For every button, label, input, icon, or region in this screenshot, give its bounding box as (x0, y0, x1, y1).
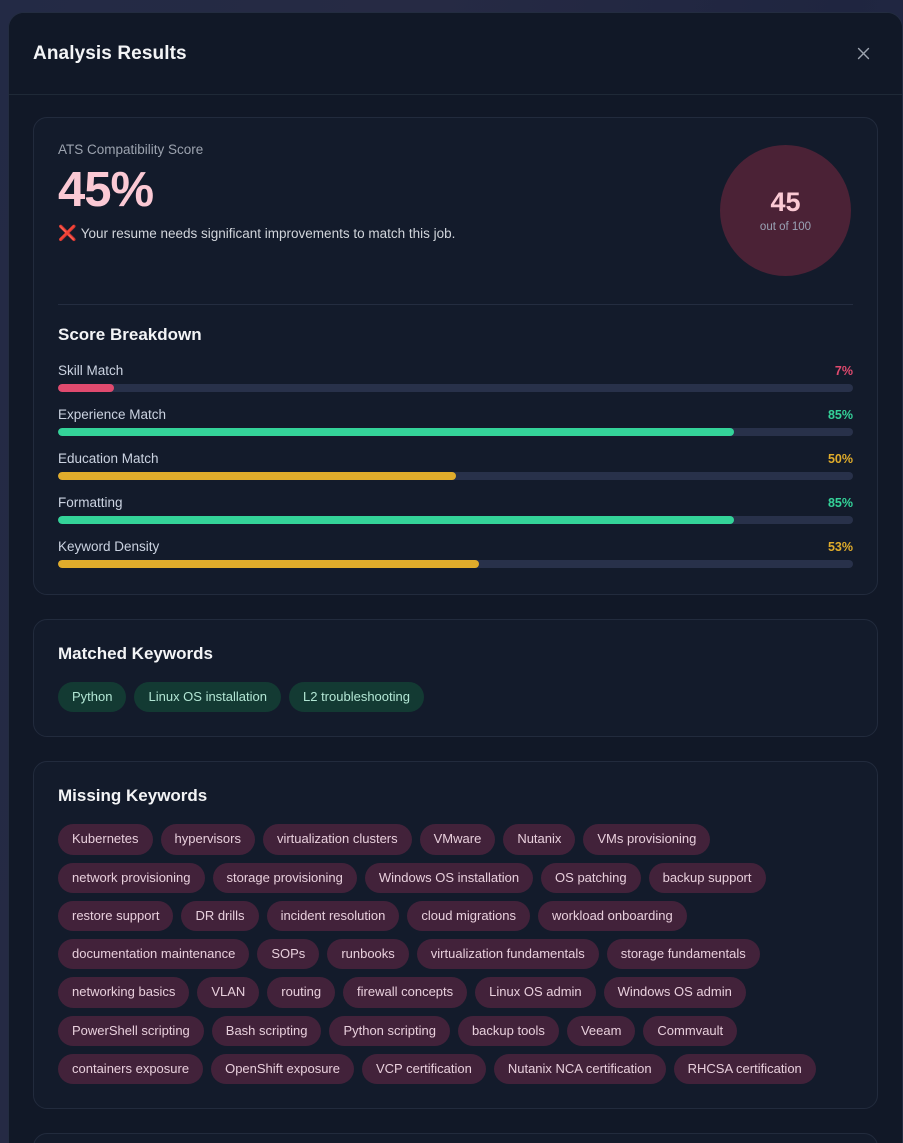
missing-keyword-chip[interactable]: incident resolution (266, 900, 400, 931)
breakdown-row-header: Formatting 85% (58, 495, 853, 510)
missing-keyword-chip[interactable]: Windows OS admin (603, 977, 746, 1008)
missing-keyword-chip[interactable]: hypervisors (160, 824, 255, 855)
breakdown-progress-fill (58, 516, 734, 524)
breakdown-progress-fill (58, 472, 456, 480)
breakdown-progress-fill (58, 428, 734, 436)
missing-keyword-chip[interactable]: runbooks (327, 939, 409, 970)
score-percent: 45% (58, 163, 154, 217)
score-circle-value: 45 (770, 186, 801, 217)
missing-keyword-chip[interactable]: VMs provisioning (583, 824, 711, 855)
missing-keyword-chip[interactable]: OS patching (541, 862, 641, 893)
ai-suggestions-card: AI-Powered Suggestions (33, 1133, 878, 1143)
missing-keyword-chip[interactable]: virtualization clusters (262, 824, 412, 855)
missing-keyword-chip[interactable]: Kubernetes (58, 824, 153, 855)
matched-keywords-list: Python Linux OS installation L2 troublesho… (58, 682, 853, 713)
breakdown-label: Skill Match (58, 363, 124, 378)
breakdown-row-header: Experience Match 85% (58, 407, 853, 422)
missing-keyword-chip[interactable]: backup support (648, 862, 766, 893)
missing-keyword-chip[interactable]: DR drills (181, 900, 259, 931)
missing-keyword-chip[interactable]: Linux OS admin (475, 977, 596, 1008)
missing-keyword-chip[interactable]: Nutanix NCA certification (493, 1053, 666, 1084)
breakdown-row: Skill Match 7% (58, 363, 853, 392)
breakdown-row-header: Skill Match 7% (58, 363, 853, 378)
close-icon[interactable] (848, 39, 878, 69)
matched-keyword-chip[interactable]: Python (58, 682, 127, 713)
missing-keyword-chip[interactable]: Bash scripting (211, 1015, 322, 1046)
missing-keyword-chip[interactable]: documentation maintenance (58, 939, 250, 970)
breakdown-value: 53% (827, 540, 853, 554)
breakdown-value: 85% (827, 496, 853, 510)
breakdown-row-header: Keyword Density 53% (58, 539, 853, 554)
breakdown-row-header: Education Match 50% (58, 451, 853, 466)
missing-keyword-chip[interactable]: Commvault (643, 1015, 738, 1046)
missing-keyword-chip[interactable]: Python scripting (329, 1015, 450, 1046)
score-circle: 45 out of 100 (720, 145, 851, 276)
missing-keyword-chip[interactable]: Nutanix (503, 824, 576, 855)
missing-keyword-chip[interactable]: PowerShell scripting (58, 1015, 204, 1046)
missing-keyword-chip[interactable]: cloud migrations (407, 900, 531, 931)
modal-title: Analysis Results (33, 42, 187, 64)
breakdown-label: Experience Match (58, 407, 167, 422)
missing-keyword-chip[interactable]: Veeam (566, 1015, 636, 1046)
missing-keyword-chip[interactable]: Windows OS installation (364, 862, 534, 893)
score-circle-caption: out of 100 (759, 220, 812, 233)
breakdown-label: Education Match (58, 451, 159, 466)
breakdown-label: Formatting (58, 495, 123, 510)
missing-keyword-chip[interactable]: RHCSA certification (673, 1053, 816, 1084)
missing-keyword-chip[interactable]: VLAN (197, 977, 260, 1008)
breakdown-progress-track (58, 560, 853, 568)
score-label: ATS Compatibility Score (58, 142, 204, 157)
missing-keyword-chip[interactable]: virtualization fundamentals (416, 939, 599, 970)
missing-keyword-chip[interactable]: SOPs (257, 939, 320, 970)
breakdown-progress-track (58, 384, 853, 392)
breakdown-progress-track (58, 428, 853, 436)
breakdown-value: 7% (834, 364, 853, 378)
breakdown-progress-fill (58, 384, 114, 392)
breakdown-title: Score Breakdown (58, 325, 202, 344)
modal-header: Analysis Results (9, 13, 902, 95)
score-card: ATS Compatibility Score 45% ❌ Your resum… (33, 117, 878, 595)
breakdown-label: Keyword Density (58, 539, 160, 554)
missing-keyword-chip[interactable]: network provisioning (58, 862, 205, 893)
missing-keyword-chip[interactable]: VMware (419, 824, 496, 855)
missing-keyword-chip[interactable]: VCP certification (361, 1053, 486, 1084)
score-message: Your resume needs significant improvemen… (80, 225, 456, 241)
missing-keyword-chip[interactable]: containers exposure (58, 1053, 204, 1084)
score-summary: ATS Compatibility Score 45% ❌ Your resum… (58, 142, 455, 241)
breakdown-progress-track (58, 516, 853, 524)
score-message-row: ❌ Your resume needs significant improvem… (58, 226, 455, 241)
breakdown-value: 50% (827, 452, 853, 466)
score-hero: ATS Compatibility Score 45% ❌ Your resum… (58, 142, 853, 280)
analysis-results-modal: Analysis Results ATS Compatibility Score… (8, 12, 903, 1143)
section-divider (58, 304, 853, 305)
matched-keywords-card: Matched Keywords Python Linux OS installa… (33, 619, 878, 738)
matched-keyword-chip[interactable]: Linux OS installation (134, 682, 281, 713)
missing-keywords-list: Kubernetes hypervisors virtualization clus… (58, 824, 853, 1084)
breakdown-row: Education Match 50% (58, 451, 853, 480)
breakdown-value: 85% (827, 408, 853, 422)
missing-keyword-chip[interactable]: networking basics (58, 977, 190, 1008)
breakdown-list: Skill Match 7% Experience Match 85% Educatio… (58, 363, 853, 568)
matched-keyword-chip[interactable]: L2 troubleshooting (289, 682, 424, 713)
cross-mark-icon: ❌ (58, 224, 77, 242)
breakdown-row: Experience Match 85% (58, 407, 853, 436)
missing-keyword-chip[interactable]: workload onboarding (538, 900, 687, 931)
missing-keyword-chip[interactable]: backup tools (457, 1015, 559, 1046)
matched-keywords-title: Matched Keywords (58, 644, 213, 663)
breakdown-progress-fill (58, 560, 480, 568)
missing-keyword-chip[interactable]: firewall concepts (343, 977, 468, 1008)
breakdown-progress-track (58, 472, 853, 480)
missing-keywords-title: Missing Keywords (58, 786, 208, 806)
modal-body: ATS Compatibility Score 45% ❌ Your resum… (9, 95, 902, 1143)
missing-keyword-chip[interactable]: restore support (58, 900, 174, 931)
missing-keyword-chip[interactable]: routing (267, 977, 336, 1008)
missing-keyword-chip[interactable]: OpenShift exposure (211, 1053, 354, 1084)
breakdown-row: Keyword Density 53% (58, 539, 853, 568)
missing-keyword-chip[interactable]: storage fundamentals (606, 939, 760, 970)
breakdown-row: Formatting 85% (58, 495, 853, 524)
missing-keyword-chip[interactable]: storage provisioning (212, 862, 357, 893)
missing-keywords-card: Missing Keywords Kubernetes hypervisors vi… (33, 761, 878, 1109)
